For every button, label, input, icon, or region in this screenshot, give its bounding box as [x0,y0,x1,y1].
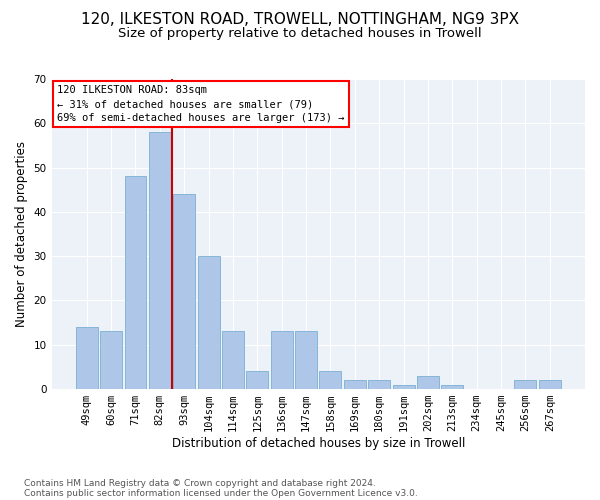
Text: Contains HM Land Registry data © Crown copyright and database right 2024.: Contains HM Land Registry data © Crown c… [24,478,376,488]
Bar [295,332,317,389]
Bar [417,376,439,389]
Text: Size of property relative to detached houses in Trowell: Size of property relative to detached ho… [118,28,482,40]
Y-axis label: Number of detached properties: Number of detached properties [15,141,28,327]
Bar [76,327,98,389]
Bar [173,194,195,389]
Bar [392,384,415,389]
Bar [344,380,366,389]
Bar [197,256,220,389]
Bar [442,384,463,389]
Bar [149,132,171,389]
Text: 120, ILKESTON ROAD, TROWELL, NOTTINGHAM, NG9 3PX: 120, ILKESTON ROAD, TROWELL, NOTTINGHAM,… [81,12,519,28]
Bar [514,380,536,389]
Bar [222,332,244,389]
Bar [247,372,268,389]
Bar [125,176,146,389]
Bar [271,332,293,389]
Bar [319,372,341,389]
X-axis label: Distribution of detached houses by size in Trowell: Distribution of detached houses by size … [172,437,465,450]
Text: 120 ILKESTON ROAD: 83sqm
← 31% of detached houses are smaller (79)
69% of semi-d: 120 ILKESTON ROAD: 83sqm ← 31% of detach… [57,85,344,123]
Bar [539,380,561,389]
Text: Contains public sector information licensed under the Open Government Licence v3: Contains public sector information licen… [24,488,418,498]
Bar [368,380,390,389]
Bar [100,332,122,389]
